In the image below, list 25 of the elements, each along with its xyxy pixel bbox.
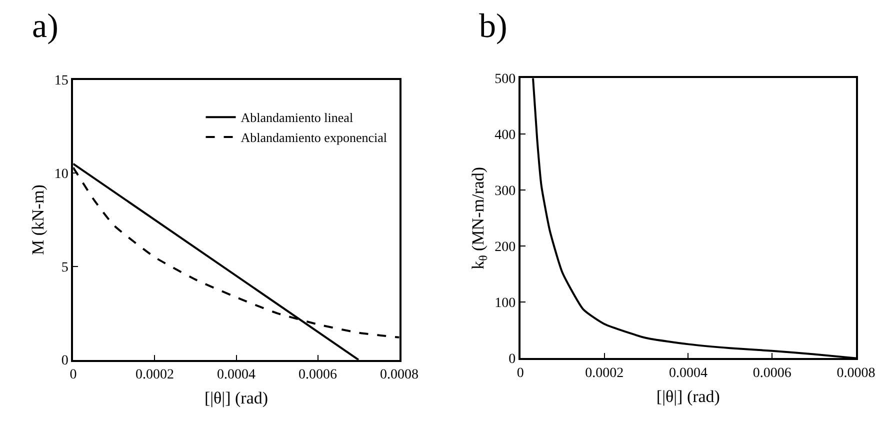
legend-label: Ablandamiento lineal [240,110,354,126]
y-tick-label: 5 [61,260,68,276]
y-tick-label: 300 [494,184,516,200]
x-axis-title: [|θ|] (rad) [204,388,268,408]
y-tick-label: 0 [61,354,68,369]
y-tick-label: 10 [54,167,68,182]
x-tick-label: 0.0004 [217,368,256,383]
x-tick-label: 0.0004 [668,366,708,381]
x-tick-label: 0.0008 [836,366,876,381]
x-tick-label: 0.0008 [380,368,419,383]
x-tick-label: 0.0002 [585,366,624,381]
x-axis-title: [|θ|] (rad) [656,386,720,406]
x-tick-label: 0.0002 [135,368,174,383]
y-tick-label: 0 [508,352,516,368]
y-tick-label: 15 [54,74,68,89]
chart-title: a) [32,8,58,45]
chart-title: b) [479,8,508,45]
y-tick-label: 500 [494,72,516,88]
y-tick-label: 100 [494,296,516,312]
x-tick-label: 0.0006 [752,366,792,381]
x-tick-label: 0.0006 [298,368,338,383]
y-tick-label: 200 [494,240,516,256]
y-axis-title: M (kN-m) [28,184,48,255]
y-tick-label: 400 [494,128,516,144]
legend-label: Ablandamiento exponencial [240,130,388,146]
